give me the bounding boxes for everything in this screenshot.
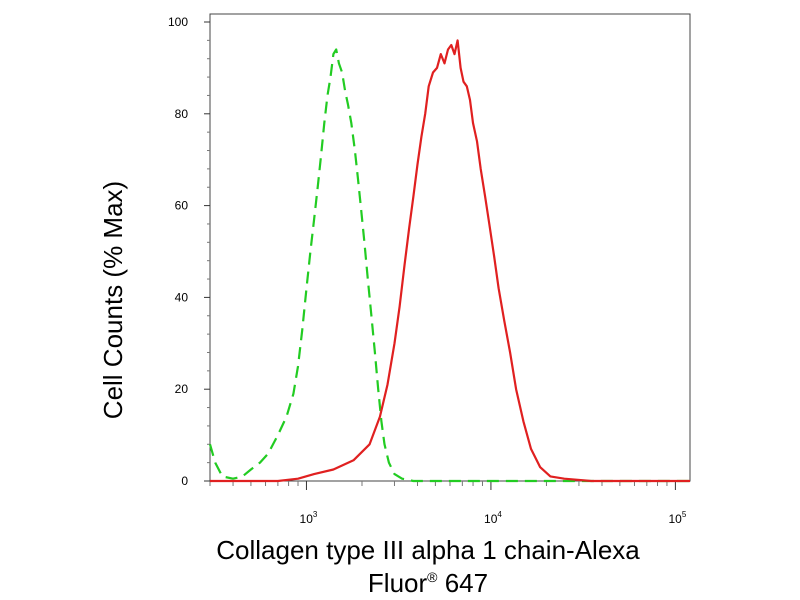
plot-frame — [209, 13, 691, 482]
x-axis-ticks: 103 104 105 — [300, 481, 687, 526]
x-axis-title-registered-mark: ® — [427, 569, 438, 585]
x-tick-exponent: 4 — [497, 510, 502, 519]
x-axis-title-line2: Fluor® 647 — [368, 568, 488, 598]
y-tick-label: 20 — [175, 382, 189, 396]
x-tick-label: 103 — [300, 510, 318, 526]
y-tick-label: 100 — [168, 15, 188, 29]
x-axis-title-fluor: Fluor — [368, 568, 428, 598]
y-axis-ticks: 0 20 40 60 80 100 — [168, 15, 210, 488]
y-tick-label: 40 — [175, 290, 189, 304]
x-tick-base: 10 — [300, 512, 314, 526]
x-tick-label: 105 — [668, 510, 686, 526]
y-tick-label: 80 — [175, 107, 189, 121]
histogram-series-2 — [210, 39, 690, 483]
histogram-series-1 — [208, 48, 690, 483]
x-tick-base: 10 — [484, 512, 498, 526]
minor-ticks — [207, 39, 668, 486]
x-axis-title-suffix: 647 — [437, 568, 488, 598]
x-tick-exponent: 5 — [682, 510, 687, 519]
x-tick-base: 10 — [668, 512, 682, 526]
x-axis-title-line1: Collagen type III alpha 1 chain-Alexa — [216, 535, 640, 565]
y-tick-label: 0 — [181, 474, 188, 488]
y-axis-title: Cell Counts (% Max) — [98, 181, 128, 419]
series-layer — [208, 39, 690, 483]
x-tick-label: 104 — [484, 510, 502, 526]
y-tick-label: 60 — [175, 199, 189, 213]
x-tick-exponent: 3 — [313, 510, 318, 519]
